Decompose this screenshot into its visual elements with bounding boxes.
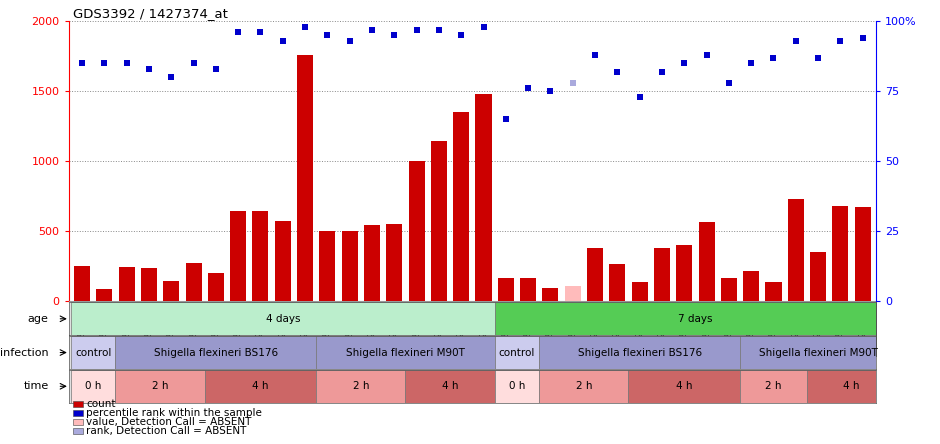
Bar	[854, 207, 870, 301]
Bar	[629, 370, 740, 403]
Bar	[698, 222, 714, 301]
Bar	[74, 266, 90, 301]
Bar	[632, 282, 648, 301]
Text: 4 h: 4 h	[442, 381, 459, 391]
Text: value, Detection Call = ABSENT: value, Detection Call = ABSENT	[86, 417, 252, 427]
Bar	[297, 55, 313, 301]
Bar	[587, 247, 603, 301]
Bar	[832, 206, 849, 301]
Bar	[609, 264, 625, 301]
Bar	[810, 252, 826, 301]
Text: 2 h: 2 h	[575, 381, 592, 391]
Bar	[409, 161, 425, 301]
Bar	[185, 263, 201, 301]
Text: time: time	[24, 381, 49, 391]
Text: Shigella flexineri M90T: Shigella flexineri M90T	[759, 348, 878, 357]
Bar	[205, 370, 316, 403]
Text: 2 h: 2 h	[352, 381, 369, 391]
Bar	[253, 211, 269, 301]
Text: infection: infection	[0, 348, 49, 357]
Text: 0 h: 0 h	[85, 381, 102, 391]
Bar	[494, 370, 540, 403]
Bar	[788, 198, 804, 301]
Bar	[740, 336, 896, 369]
Bar	[141, 269, 157, 301]
Bar	[230, 211, 246, 301]
Bar	[494, 336, 540, 369]
Bar	[70, 302, 494, 335]
Bar	[540, 370, 629, 403]
Bar	[520, 278, 536, 301]
Text: 0 h: 0 h	[509, 381, 525, 391]
Bar	[431, 141, 446, 301]
Bar	[208, 273, 224, 301]
Bar	[164, 281, 180, 301]
Text: 4 days: 4 days	[265, 314, 300, 324]
Text: 4 h: 4 h	[252, 381, 269, 391]
Bar	[70, 336, 116, 369]
Bar	[386, 224, 402, 301]
Bar	[807, 370, 896, 403]
Bar	[540, 336, 740, 369]
Bar	[498, 278, 514, 301]
Bar	[765, 282, 781, 301]
Bar	[654, 247, 670, 301]
Text: 2 h: 2 h	[765, 381, 782, 391]
Text: control: control	[75, 348, 111, 357]
Bar	[316, 370, 405, 403]
Bar	[364, 225, 380, 301]
Text: count: count	[86, 399, 116, 409]
Text: rank, Detection Call = ABSENT: rank, Detection Call = ABSENT	[86, 426, 247, 436]
Bar	[316, 336, 494, 369]
Text: age: age	[27, 314, 49, 324]
Text: control: control	[499, 348, 535, 357]
Bar	[453, 112, 469, 301]
Bar	[405, 370, 494, 403]
Bar	[494, 302, 896, 335]
Bar	[676, 245, 692, 301]
Bar	[721, 278, 737, 301]
Text: 2 h: 2 h	[152, 381, 168, 391]
Bar	[744, 271, 760, 301]
Bar	[116, 336, 316, 369]
Bar	[320, 231, 336, 301]
Text: 4 h: 4 h	[676, 381, 693, 391]
Bar	[476, 94, 492, 301]
Bar	[96, 289, 113, 301]
Bar	[118, 267, 134, 301]
Text: Shigella flexineri BS176: Shigella flexineri BS176	[577, 348, 701, 357]
Text: GDS3392 / 1427374_at: GDS3392 / 1427374_at	[72, 7, 227, 20]
Bar	[341, 231, 358, 301]
Text: Shigella flexineri BS176: Shigella flexineri BS176	[154, 348, 278, 357]
Bar	[116, 370, 205, 403]
Text: Shigella flexineri M90T: Shigella flexineri M90T	[346, 348, 465, 357]
Text: percentile rank within the sample: percentile rank within the sample	[86, 408, 262, 418]
Bar	[565, 286, 581, 301]
Bar	[70, 370, 116, 403]
Text: 7 days: 7 days	[678, 314, 713, 324]
Text: 4 h: 4 h	[843, 381, 860, 391]
Bar	[542, 288, 558, 301]
Bar	[274, 221, 290, 301]
Bar	[740, 370, 807, 403]
